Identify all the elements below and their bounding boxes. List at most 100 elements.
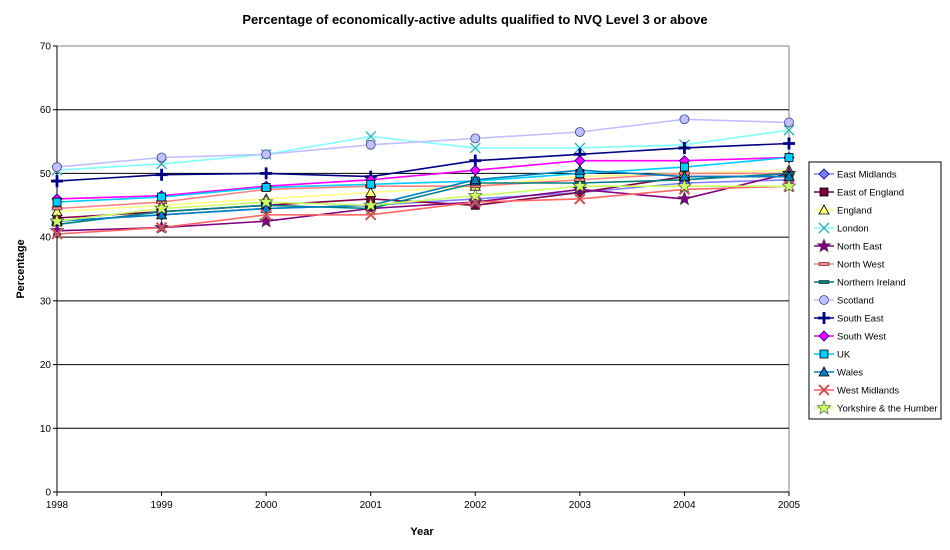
series-line-uk [56, 156, 790, 203]
data-point-london-outline [470, 142, 481, 154]
data-point-yorkshire-and-the-humber [49, 213, 65, 228]
data-point-west-midlands-outline [156, 222, 167, 233]
legend-marker-north-west [818, 262, 830, 266]
legend-marker-west-midlands-outline [818, 384, 830, 396]
data-point-yorkshire-and-the-humber [781, 178, 797, 193]
legend-label-london: London [837, 224, 869, 235]
data-point-scotland [784, 117, 794, 128]
legend-marker-north-east [816, 238, 832, 253]
legend-label-west-midlands: West Midlands [837, 386, 899, 397]
data-point-scotland [156, 152, 167, 163]
data-point-uk [52, 197, 62, 207]
series-line-south-east [56, 142, 790, 182]
data-point-south-east [260, 167, 273, 180]
legend-label-east-of-england: East of England [837, 188, 904, 199]
data-point-south-east [783, 137, 795, 150]
x-tick-label: 2001 [360, 500, 383, 511]
data-point-wales [260, 202, 272, 213]
legend-label-yorkshire-and-the-humber: Yorkshire & the Humber [837, 404, 938, 415]
data-point-north-east [676, 191, 692, 206]
legend-marker-northern-ireland [818, 280, 830, 284]
data-point-uk [261, 183, 271, 192]
chart-title: Percentage of economically-active adults… [242, 12, 707, 27]
legend: East Midlands East of England England Londo… [808, 161, 942, 420]
data-point-yorkshire-and-the-humber [467, 187, 483, 203]
data-point-uk [366, 179, 376, 189]
y-tick-label: 50 [40, 169, 52, 180]
legend-label-east-midlands: East Midlands [837, 170, 897, 181]
series-line-south-west [56, 156, 790, 200]
y-axis-title: Percentage [15, 239, 27, 298]
data-point-yorkshire-and-the-humber [572, 178, 588, 193]
legend-label-south-east: South East [837, 314, 884, 325]
data-point-wales [469, 173, 481, 185]
data-point-scotland [261, 149, 272, 160]
data-point-scotland [574, 127, 585, 137]
data-point-yorkshire-and-the-humber [363, 197, 379, 212]
legend-marker-scotland [819, 295, 829, 305]
data-point-south-east [51, 175, 63, 188]
y-tick-label: 10 [40, 424, 52, 435]
data-point-north-west [51, 206, 63, 211]
data-point-wales [574, 164, 586, 175]
data-point-london-outline [783, 124, 795, 136]
x-tick-label: 2004 [673, 500, 696, 511]
data-point-yorkshire-and-the-humber [677, 178, 692, 193]
data-point-west-midlands-outline [574, 193, 586, 205]
legend-marker-south-east [818, 312, 830, 324]
data-point-uk [157, 192, 166, 202]
legend-label-wales: Wales [837, 368, 863, 379]
y-tick-label: 70 [40, 42, 52, 53]
series-line-yorkshire-and-the-humber [56, 185, 789, 222]
legend-label-north-east: North East [837, 242, 882, 253]
legend-label-north-west: North West [837, 260, 885, 271]
legend-label-south-west: South West [837, 332, 886, 343]
series-line-northern-ireland [56, 172, 790, 226]
axes: 0 10 20 30 40 50 60 70 1998 1999 2000 2001 2002 2003 2… [40, 42, 801, 512]
legend-box [808, 161, 942, 420]
data-point-scotland [52, 162, 62, 172]
series-line-wales [56, 169, 789, 222]
legend-marker-south-west [818, 330, 830, 342]
series-markers [49, 114, 797, 240]
legend-marker-east-midlands [818, 168, 830, 180]
data-point-south-east [678, 141, 691, 154]
x-tick-label: 1999 [150, 500, 173, 511]
data-point-uk [784, 153, 794, 162]
data-point-scotland [470, 133, 481, 144]
legend-marker-uk [819, 349, 829, 359]
data-point-west-midlands-outline [51, 228, 63, 240]
series-line-west-midlands [56, 185, 790, 235]
gridlines [57, 109, 789, 429]
x-tick-label: 2000 [255, 500, 278, 511]
data-point-west-midlands-outline [260, 209, 272, 221]
data-point-london-outline [574, 142, 586, 154]
y-tick-label: 0 [45, 488, 51, 499]
data-point-wales [155, 209, 168, 220]
data-point-yorkshire-and-the-humber [154, 200, 169, 215]
legend-label-uk: UK [837, 350, 851, 361]
legend-label-northern-ireland: Northern Ireland [837, 278, 906, 289]
x-tick-label: 1998 [46, 500, 69, 511]
legend-marker-england [818, 204, 830, 215]
series-line-north-east [56, 172, 790, 232]
data-point-uk [680, 162, 689, 172]
series-lines [56, 118, 790, 235]
x-axis-title: Year [410, 526, 434, 538]
y-tick-label: 60 [40, 105, 52, 116]
data-point-london-outline [365, 131, 376, 142]
data-point-west-midlands-outline [365, 209, 376, 221]
legend-marker-east-of-england [819, 187, 829, 197]
plot-area [56, 45, 790, 493]
x-tick-label: 2003 [569, 500, 592, 511]
data-point-yorkshire-and-the-humber [258, 194, 274, 209]
series-line-scotland [56, 118, 790, 168]
data-point-scotland [679, 114, 690, 125]
data-point-england [365, 186, 377, 197]
y-tick-label: 20 [40, 360, 52, 371]
legend-label-england: England [837, 206, 872, 217]
legend-marker-london-outline [818, 222, 830, 234]
legend-marker-wales [818, 366, 830, 377]
data-point-south-east [155, 168, 168, 181]
